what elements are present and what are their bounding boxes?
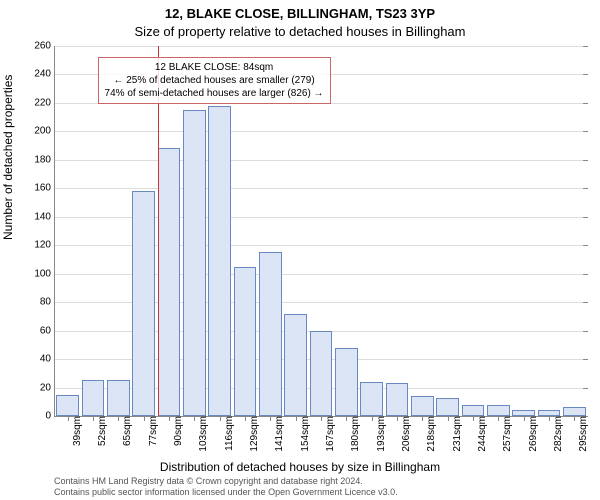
y-tick-label: 260: [34, 41, 55, 52]
y-tick-mark: [583, 359, 588, 360]
x-axis-label: Distribution of detached houses by size …: [0, 460, 600, 474]
histogram-bar: [158, 148, 181, 416]
histogram-bar: [56, 395, 79, 416]
annotation-line: ← 25% of detached houses are smaller (27…: [105, 74, 324, 87]
annotation-box: 12 BLAKE CLOSE: 84sqm← 25% of detached h…: [98, 57, 331, 104]
y-tick-label: 80: [40, 297, 55, 308]
chart-address-title: 12, BLAKE CLOSE, BILLINGHAM, TS23 3YP: [0, 6, 600, 21]
x-tick-label: 39sqm: [68, 416, 83, 446]
y-tick-label: 20: [40, 382, 55, 393]
plot-area: 02040608010012014016018020022024026039sq…: [54, 46, 587, 417]
x-tick-label: 231sqm: [448, 416, 463, 452]
y-tick-label: 160: [34, 183, 55, 194]
y-tick-label: 120: [34, 240, 55, 251]
x-tick-label: 65sqm: [118, 416, 133, 446]
y-tick-label: 60: [40, 325, 55, 336]
y-tick-mark: [583, 331, 588, 332]
y-axis-label: Number of detached properties: [1, 75, 15, 240]
y-tick-label: 220: [34, 97, 55, 108]
gridline: [55, 131, 587, 132]
x-tick-label: 206sqm: [397, 416, 412, 452]
x-tick-label: 141sqm: [270, 416, 285, 452]
histogram-bar: [386, 383, 409, 416]
y-tick-label: 240: [34, 69, 55, 80]
y-tick-label: 40: [40, 354, 55, 365]
y-tick-mark: [583, 74, 588, 75]
chart-subtitle: Size of property relative to detached ho…: [0, 24, 600, 39]
y-tick-mark: [583, 274, 588, 275]
credits: Contains HM Land Registry data © Crown c…: [54, 476, 398, 498]
x-tick-label: 180sqm: [346, 416, 361, 452]
x-tick-label: 154sqm: [296, 416, 311, 452]
x-tick-label: 257sqm: [498, 416, 513, 452]
gridline: [55, 160, 587, 161]
histogram-bar: [335, 348, 358, 416]
y-tick-label: 100: [34, 268, 55, 279]
y-tick-label: 200: [34, 126, 55, 137]
histogram-bar: [183, 110, 206, 416]
y-tick-mark: [583, 302, 588, 303]
x-tick-label: 77sqm: [144, 416, 159, 446]
gridline: [55, 188, 587, 189]
y-tick-mark: [583, 103, 588, 104]
y-tick-mark: [583, 388, 588, 389]
x-tick-label: 282sqm: [549, 416, 564, 452]
histogram-bar: [234, 267, 257, 416]
histogram-bar: [259, 252, 282, 416]
histogram-bar: [82, 380, 105, 416]
y-tick-label: 0: [45, 411, 55, 422]
histogram-bar: [132, 191, 155, 416]
histogram-bar: [462, 405, 485, 416]
y-tick-mark: [583, 160, 588, 161]
x-tick-label: 295sqm: [574, 416, 589, 452]
histogram-bar: [411, 396, 434, 416]
credits-line-2: Contains public sector information licen…: [54, 487, 398, 498]
x-tick-label: 218sqm: [422, 416, 437, 452]
y-tick-mark: [583, 245, 588, 246]
x-tick-label: 269sqm: [524, 416, 539, 452]
credits-line-1: Contains HM Land Registry data © Crown c…: [54, 476, 398, 487]
x-tick-label: 129sqm: [245, 416, 260, 452]
annotation-line: 74% of semi-detached houses are larger (…: [105, 87, 324, 100]
y-tick-label: 180: [34, 154, 55, 165]
x-tick-label: 193sqm: [372, 416, 387, 452]
histogram-bar: [360, 382, 383, 416]
x-tick-label: 52sqm: [93, 416, 108, 446]
x-tick-label: 244sqm: [473, 416, 488, 452]
y-tick-mark: [583, 46, 588, 47]
y-tick-mark: [583, 131, 588, 132]
y-tick-mark: [583, 188, 588, 189]
y-tick-mark: [583, 217, 588, 218]
x-tick-label: 116sqm: [220, 416, 235, 451]
histogram-bar: [563, 407, 586, 416]
x-tick-label: 103sqm: [194, 416, 209, 452]
histogram-bar: [310, 331, 333, 416]
histogram-bar: [436, 398, 459, 417]
annotation-line: 12 BLAKE CLOSE: 84sqm: [105, 61, 324, 74]
y-tick-label: 140: [34, 211, 55, 222]
x-tick-label: 167sqm: [321, 416, 336, 452]
histogram-bar: [107, 380, 130, 416]
x-tick-label: 90sqm: [169, 416, 184, 446]
histogram-bar: [487, 405, 510, 416]
histogram-bar: [284, 314, 307, 416]
gridline: [55, 46, 587, 47]
histogram-bar: [208, 106, 231, 416]
